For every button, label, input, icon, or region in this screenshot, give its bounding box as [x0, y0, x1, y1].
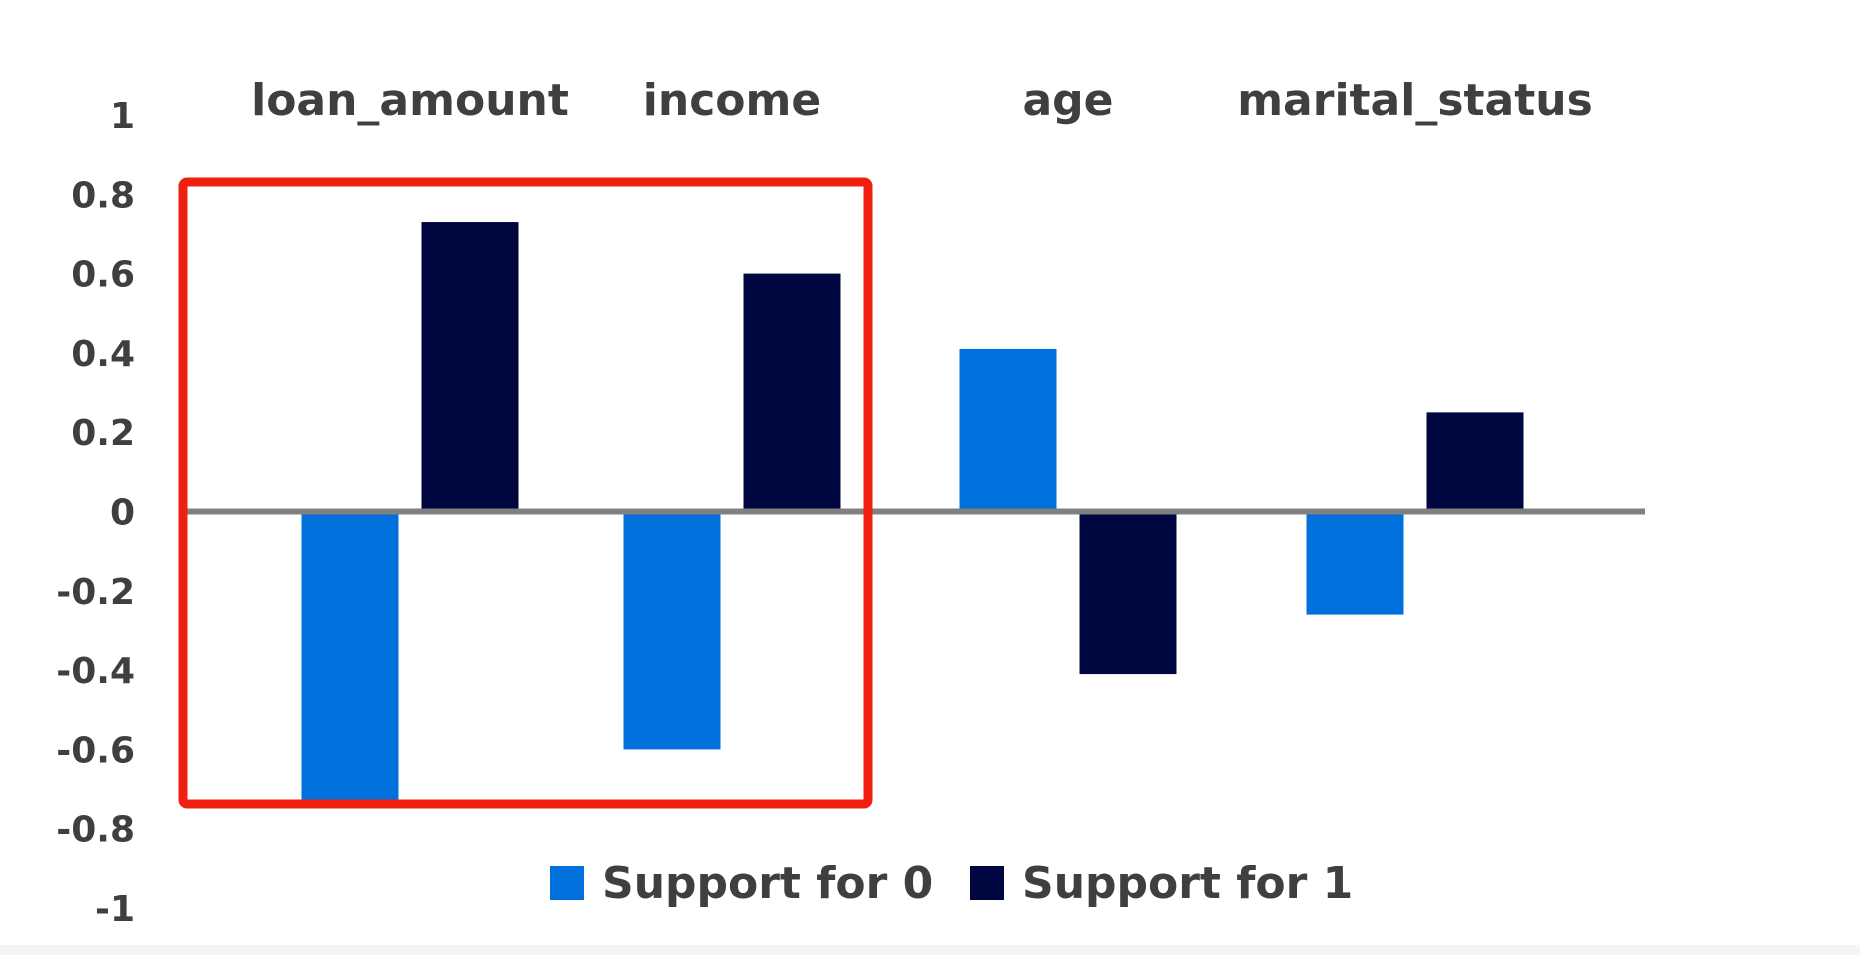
bar-loan_amount-series-0	[301, 511, 399, 801]
y-tick-label: -0.4	[56, 651, 135, 692]
y-axis-ticks: 1 0.8 0.6 0.4 0.2 0 -0.2 -0.4 -0.6 -0.8 -1	[56, 96, 135, 930]
y-tick-label: -0.8	[56, 810, 135, 851]
bar-marital_status-series-1	[1426, 412, 1524, 512]
y-tick-label: -0.6	[56, 730, 135, 771]
y-tick-label: 0.6	[71, 255, 135, 296]
bars	[301, 222, 1524, 801]
highlight-box	[178, 177, 873, 809]
y-tick-label: -1	[95, 889, 135, 930]
bottom-strip	[0, 945, 1860, 955]
bar-income-series-0	[623, 511, 721, 750]
y-tick-label: 0.8	[71, 175, 135, 216]
bar-marital_status-series-0	[1306, 511, 1404, 615]
category-label-age: age	[1022, 75, 1113, 126]
category-label-income: income	[643, 75, 821, 126]
legend-swatch-series-1	[970, 866, 1004, 900]
y-tick-label: 0.2	[71, 413, 135, 454]
y-tick-label: -0.2	[56, 572, 135, 613]
y-tick-label: 0.4	[71, 334, 135, 375]
bar-loan_amount-series-1	[421, 222, 519, 512]
category-labels: loan_amount income age marital_status	[251, 75, 1593, 126]
legend-label-series-1: Support for 1	[1022, 858, 1353, 909]
category-label-marital_status: marital_status	[1237, 75, 1593, 126]
legend-label-series-0: Support for 0	[602, 858, 933, 909]
bar-age-series-0	[959, 348, 1057, 512]
legend-swatch-series-0	[550, 866, 584, 900]
y-tick-label: 1	[110, 96, 135, 137]
category-label-loan_amount: loan_amount	[251, 75, 569, 126]
y-tick-label: 0	[110, 493, 135, 534]
legend: Support for 0 Support for 1	[550, 858, 1353, 909]
bar-age-series-1	[1079, 511, 1177, 675]
bar-income-series-1	[743, 273, 841, 512]
